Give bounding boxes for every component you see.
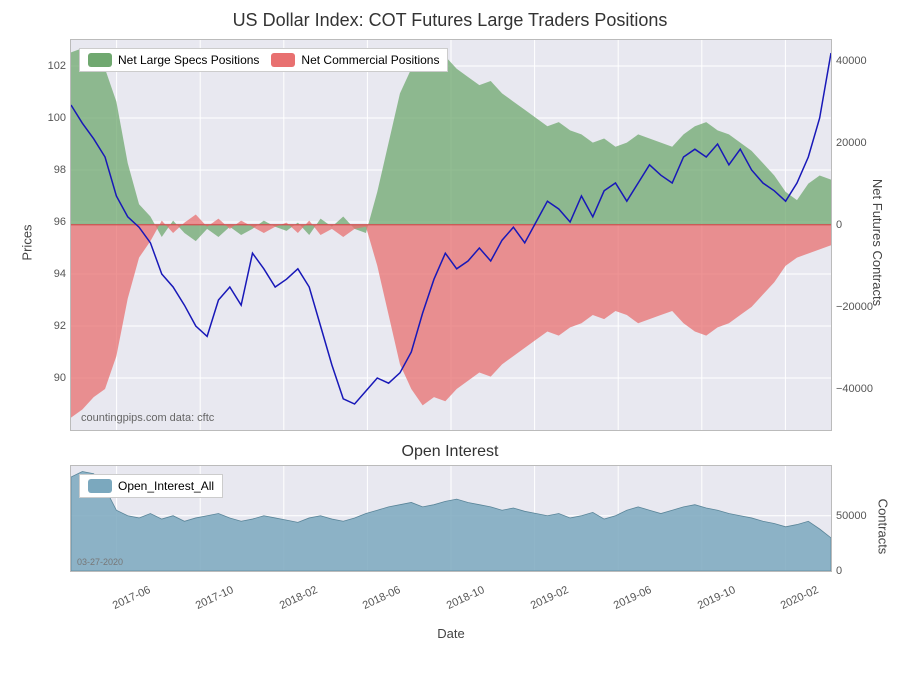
sub-y-axis-right: 050000 [836,466,881,571]
sub-y-tick: 0 [836,565,881,577]
main-chart-svg [71,40,831,430]
x-tick: 2020-02 [779,584,821,612]
sub-y-label-right: Contracts [876,498,891,554]
y-tick-left: 100 [21,112,66,124]
y-tick-left: 94 [21,268,66,280]
legend-swatch-oi [88,479,112,493]
sub-y-tick: 50000 [836,510,881,522]
legend-item-specs: Net Large Specs Positions [88,53,259,67]
y-tick-left: 102 [21,60,66,72]
x-tick: 2019-06 [612,584,654,612]
legend-swatch-specs [88,53,112,67]
main-y-label-left: Prices [20,224,35,260]
legend-label-comm: Net Commercial Positions [301,53,439,67]
legend-item-oi: Open_Interest_All [88,479,214,493]
date-stamp: 03-27-2020 [77,557,123,567]
y-tick-left: 98 [21,164,66,176]
sub-plot-area: Open_Interest_All 050000 Contracts 2017-… [70,465,832,572]
chart-container: US Dollar Index: COT Futures Large Trade… [10,10,890,690]
x-tick: 2019-02 [528,584,570,612]
x-axis-label: Date [437,626,464,641]
y-tick-left: 92 [21,320,66,332]
y-tick-left: 90 [21,372,66,384]
main-plot-area: Net Large Specs Positions Net Commercial… [70,39,832,431]
legend-swatch-comm [271,53,295,67]
legend-label-specs: Net Large Specs Positions [118,53,259,67]
main-chart-title: US Dollar Index: COT Futures Large Trade… [10,10,890,31]
x-tick: 2019-10 [696,584,738,612]
x-tick: 2018-06 [361,584,403,612]
legend-label-oi: Open_Interest_All [118,479,214,493]
sub-chart-title: Open Interest [10,443,890,461]
x-tick: 2017-06 [110,584,152,612]
x-tick: 2018-10 [445,584,487,612]
y-tick-right: 40000 [836,55,881,67]
x-tick: 2018-02 [278,584,320,612]
y-tick-right: 20000 [836,137,881,149]
main-legend: Net Large Specs Positions Net Commercial… [79,48,448,72]
main-y-label-right: Net Futures Contracts [870,179,885,306]
sub-legend: Open_Interest_All [79,474,223,498]
legend-item-comm: Net Commercial Positions [271,53,439,67]
attribution-text: countingpips.com data: cftc [81,412,214,424]
y-tick-right: −40000 [836,383,881,395]
x-tick: 2017-10 [194,584,236,612]
